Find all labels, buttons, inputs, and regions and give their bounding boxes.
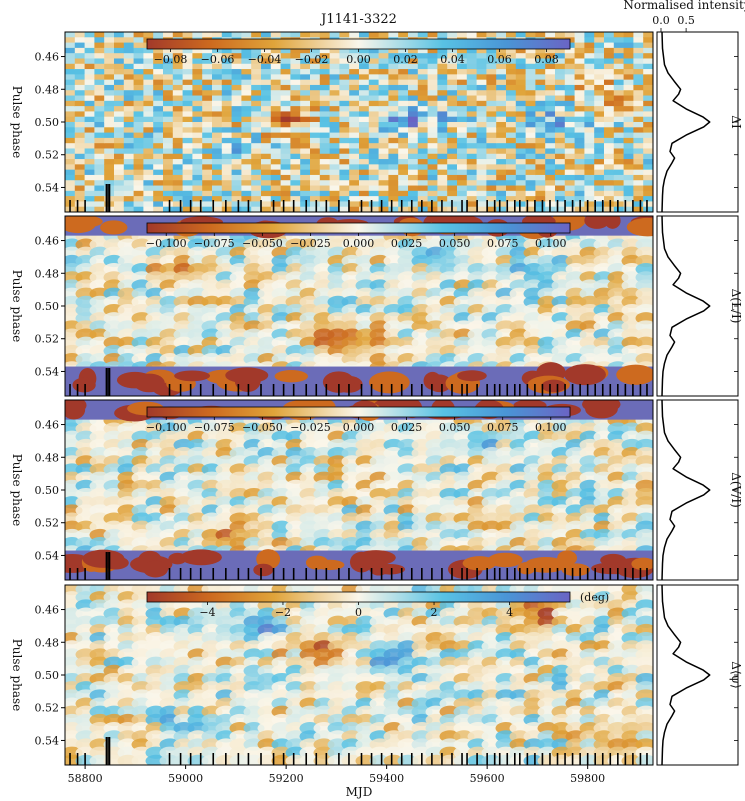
colorbar-tick-label: −0.08 (154, 53, 188, 66)
colorbar-tick-label: 0.00 (346, 53, 371, 66)
colorbar-tick-label: −0.025 (290, 237, 331, 250)
colorbar-tick-label: −0.025 (290, 421, 331, 434)
colorbar-tick-label: 0.075 (487, 421, 519, 434)
colorbar-tick-label: −4 (199, 606, 215, 619)
heatmap-2 (65, 400, 653, 580)
y-tick-label: 0.54 (35, 365, 60, 378)
colorbar-tick-label: 4 (506, 606, 513, 619)
y-tick-label: 0.54 (35, 549, 60, 562)
heatmap-panels: 0.46 0.48 0.50 0.52 0.54 Pulse phase −0.08 −0.0… (10, 31, 654, 766)
x-tick-label: 59600 (470, 772, 505, 785)
colorbar-tick-label: 0.02 (393, 53, 418, 66)
x-tick-label: 58800 (68, 772, 103, 785)
colorbar-tick-label: 0.050 (439, 237, 471, 250)
profile-0: ΔI (656, 31, 743, 213)
colorbar-tick-label: 0.025 (391, 237, 423, 250)
colorbar-tick-label: −0.04 (248, 53, 282, 66)
profile-top-ticks: 0.0 0.5 (652, 14, 695, 32)
profile-panels: ΔI Δ(L/I) Δ(V/I) Δ⟨ψ⟩ (656, 31, 743, 766)
y-tick-label: 0.48 (35, 636, 60, 649)
y-tick-label: 0.54 (35, 734, 60, 747)
colorbar-tick-label: 0.100 (535, 421, 567, 434)
profile-tick-label: 0.0 (652, 14, 670, 27)
y-tick-label: 0.50 (35, 669, 60, 682)
y-tick-label: 0.52 (35, 149, 60, 162)
y-tick-label: 0.52 (35, 702, 60, 715)
panel-1: 0.46 0.48 0.50 0.52 0.54 Pulse phase −0.100 −0.… (10, 215, 654, 397)
colorbar-tick-label: 0.06 (487, 53, 512, 66)
y-tick-label: 0.54 (35, 181, 60, 194)
colorbar-tick-label: −0.100 (146, 421, 187, 434)
panel-2: 0.46 0.48 0.50 0.52 0.54 Pulse phase −0.100 −0.… (10, 399, 654, 581)
colorbar-tick-label: −0.075 (194, 237, 235, 250)
y-axis-label: Pulse phase (10, 270, 24, 343)
y-tick-label: 0.46 (35, 51, 60, 64)
panel-0: 0.46 0.48 0.50 0.52 0.54 Pulse phase −0.08 −0.0… (10, 31, 654, 213)
panel-3: 0.46 0.48 0.50 0.52 0.54 Pulse phase −4 −2 0 2 4 (d… (10, 584, 654, 766)
x-tick-label: 59800 (570, 772, 605, 785)
profile-1: Δ(L/I) (656, 215, 743, 397)
colorbar-tick-label: 0.100 (535, 237, 567, 250)
y-axis-label: Pulse phase (10, 454, 24, 527)
colorbar-tick-label: 0.08 (534, 53, 559, 66)
y-axis-label: Pulse phase (10, 86, 24, 159)
colorbar-tick-label: 0.050 (439, 421, 471, 434)
colorbar-0 (146, 38, 571, 50)
profile-3: Δ⟨ψ⟩ (656, 584, 743, 766)
row-label: Δ⟨ψ⟩ (729, 661, 743, 688)
profile-tick-label: 0.5 (677, 14, 695, 27)
profile-2: Δ(V/I) (656, 399, 743, 581)
row-label: ΔI (729, 115, 743, 129)
y-tick-label: 0.50 (35, 116, 60, 129)
row-label: Δ(L/I) (729, 289, 743, 324)
y-tick-label: 0.46 (35, 419, 60, 432)
colorbar-tick-label: 0.04 (440, 53, 465, 66)
row-label: Δ(V/I) (729, 472, 743, 507)
x-axis: 58800 59000 59200 59400 59600 59800 (68, 765, 605, 785)
colorbar-tick-label: −0.075 (194, 421, 235, 434)
colorbar-1 (146, 222, 571, 234)
colorbar-unit: (deg) (580, 591, 609, 604)
profile-line (661, 584, 711, 766)
x-tick-label: 59000 (168, 772, 203, 785)
profile-axis-label: Normalised intensity (623, 0, 745, 12)
profile-line (661, 215, 711, 397)
y-tick-label: 0.50 (35, 484, 60, 497)
colorbar-tick-label: −0.050 (242, 421, 283, 434)
colorbar-tick-label: −0.050 (242, 237, 283, 250)
y-tick-label: 0.50 (35, 300, 60, 313)
colorbar-tick-label: 0.000 (343, 421, 375, 434)
y-tick-label: 0.48 (35, 83, 60, 96)
y-tick-label: 0.48 (35, 451, 60, 464)
colorbar-tick-label: −2 (275, 606, 291, 619)
x-axis-label: MJD (346, 785, 373, 799)
colorbar-tick-label: −0.06 (201, 53, 235, 66)
y-tick-label: 0.52 (35, 517, 60, 530)
x-tick-label: 59200 (269, 772, 304, 785)
colorbar-tick-label: 0.000 (343, 237, 375, 250)
x-tick-label: 59400 (369, 772, 404, 785)
y-tick-label: 0.46 (35, 235, 60, 248)
y-tick-label: 0.48 (35, 267, 60, 280)
y-tick-label: 0.46 (35, 604, 60, 617)
colorbar-tick-label: 0.025 (391, 421, 423, 434)
profile-line (661, 399, 711, 581)
colorbar-2 (146, 406, 571, 418)
y-axis-label: Pulse phase (10, 639, 24, 712)
colorbar-tick-label: 2 (431, 606, 438, 619)
colorbar-tick-label: −0.02 (295, 53, 329, 66)
colorbar-tick-label: −0.100 (146, 237, 187, 250)
colorbar-tick-label: 0 (355, 606, 362, 619)
chart-title: J1141-3322 (319, 12, 397, 27)
colorbar-tick-label: 0.075 (487, 237, 519, 250)
profile-line (661, 31, 711, 213)
colorbar-3 (146, 591, 571, 603)
y-tick-label: 0.52 (35, 333, 60, 346)
